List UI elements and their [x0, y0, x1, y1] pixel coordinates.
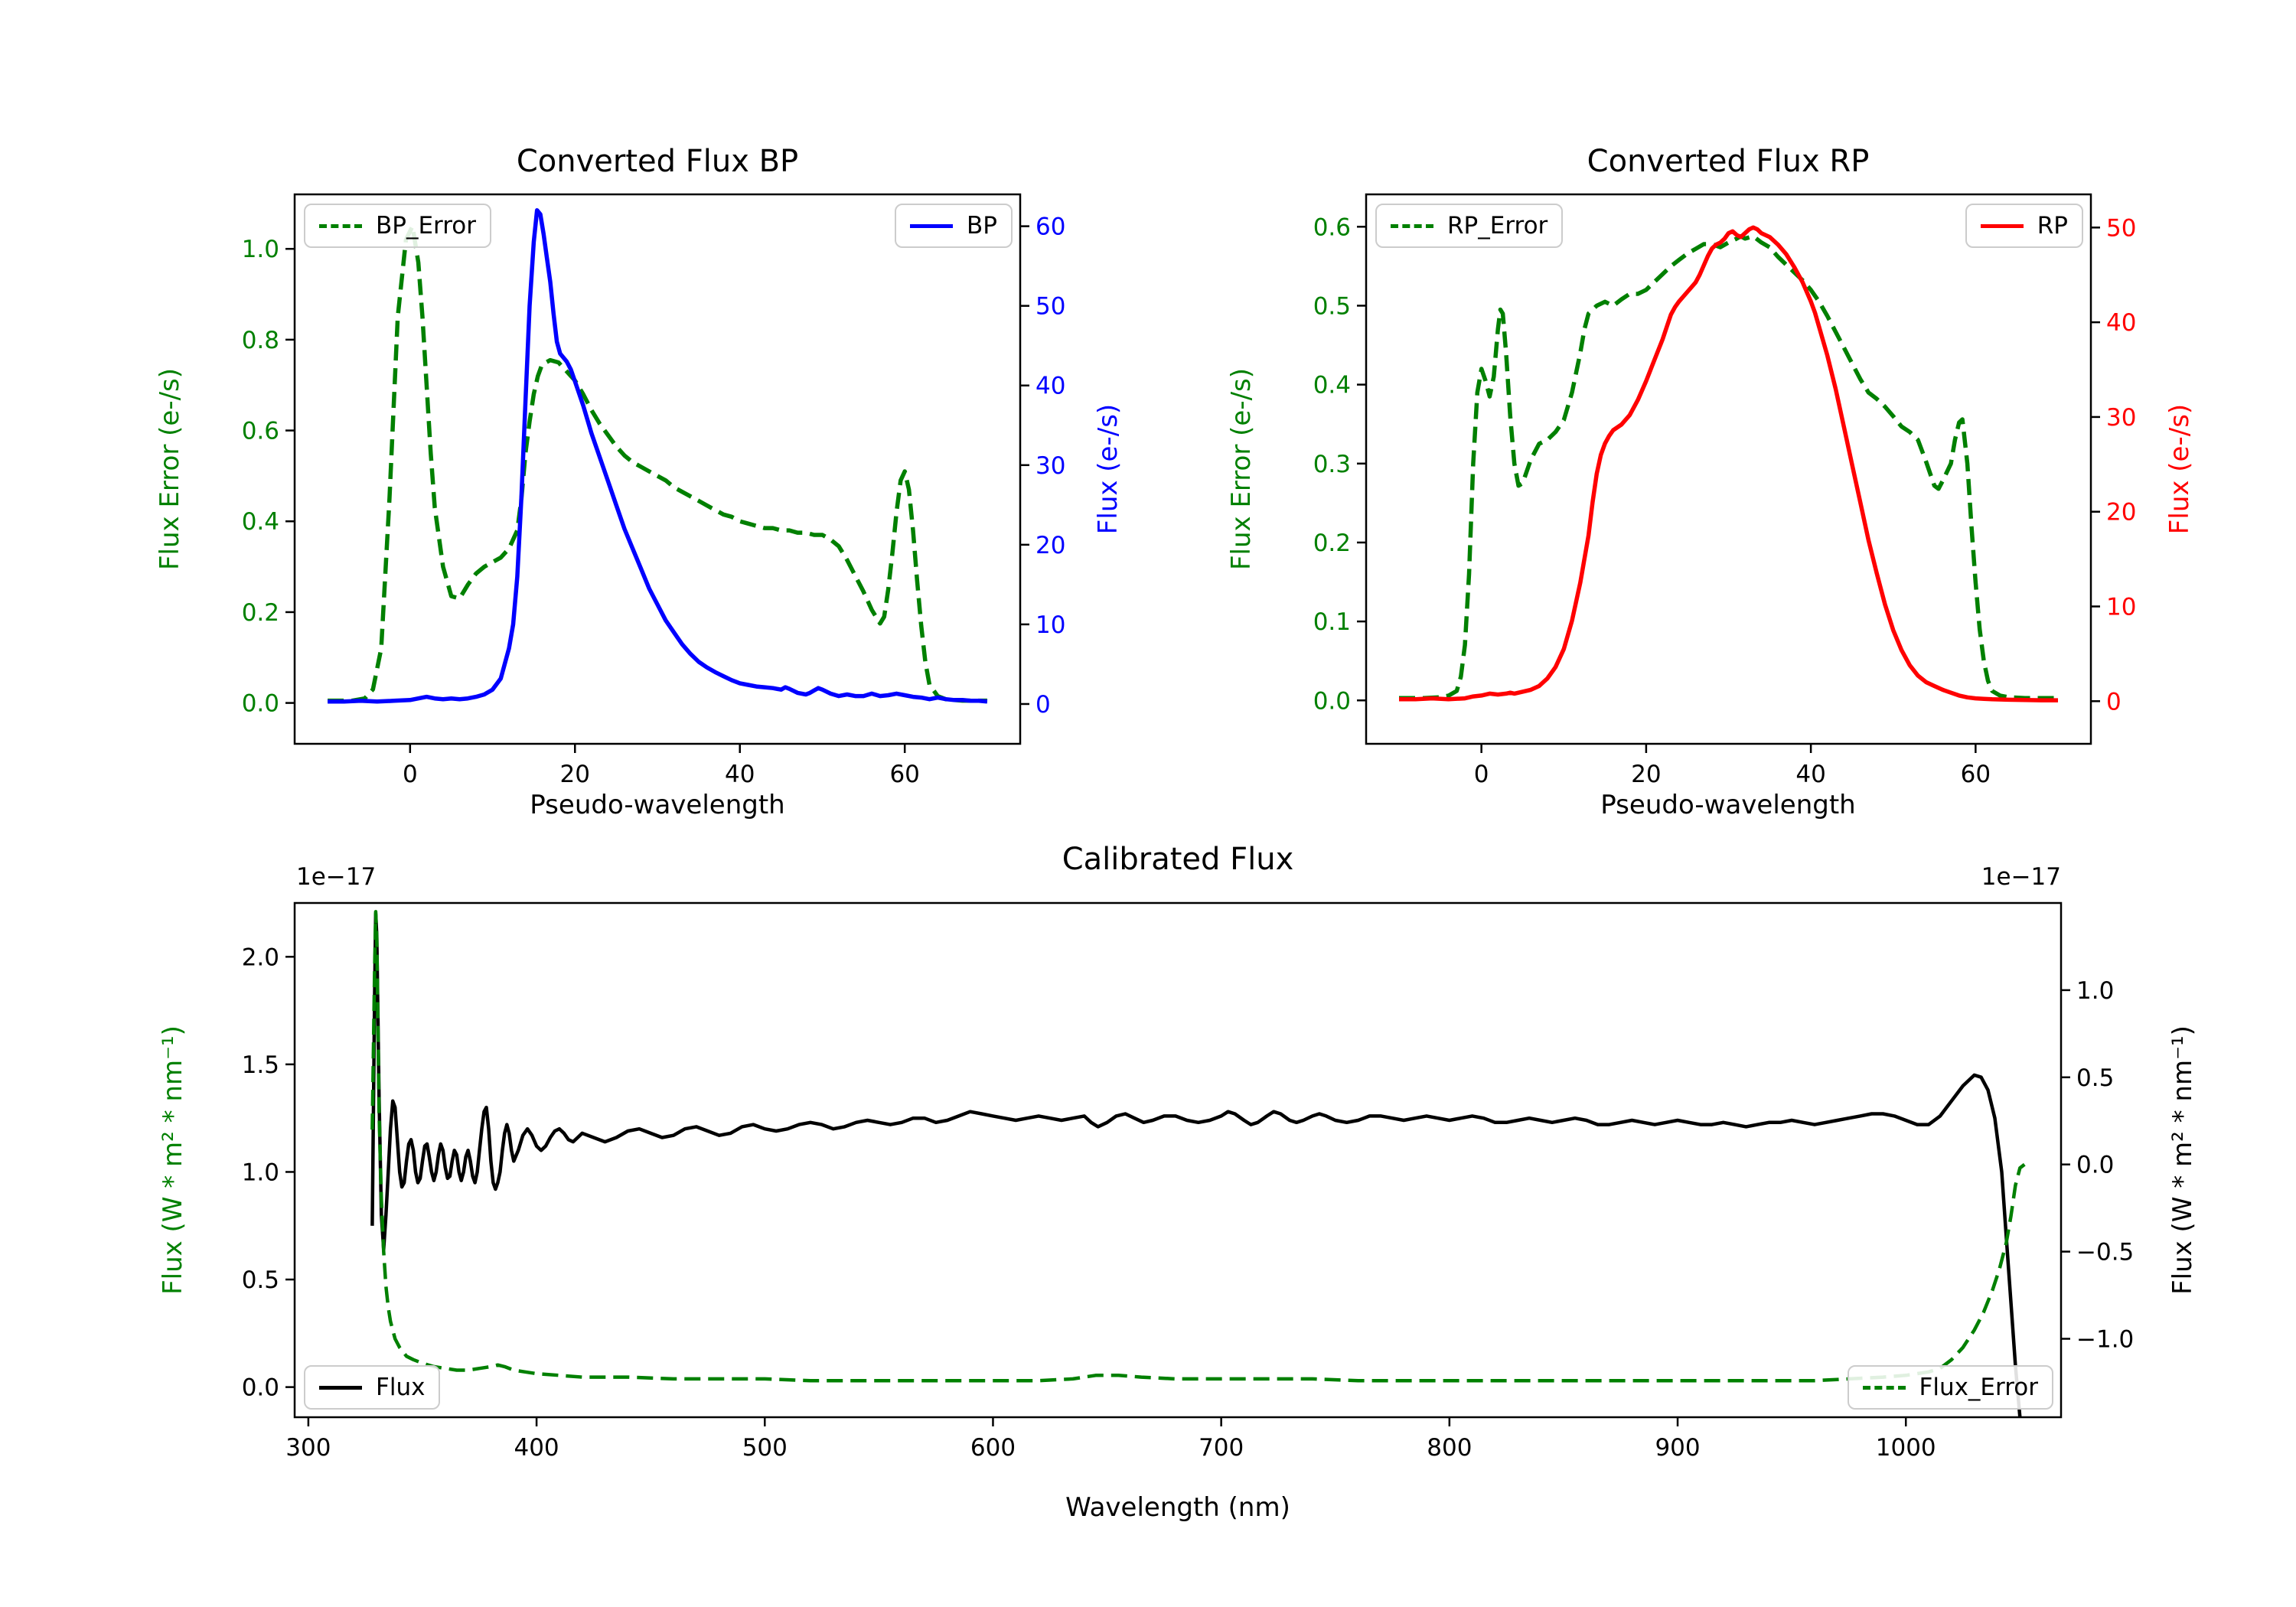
bp-error-legend: BP_Error	[304, 204, 492, 248]
left-y-tick-label: 0.3	[1313, 451, 1351, 478]
left-y-tick-label: 0.0	[242, 1374, 279, 1402]
wavelength-xaxis-label: Wavelength (nm)	[1065, 1492, 1290, 1523]
rp-error-legend: RP_Error	[1375, 204, 1564, 248]
bp-legend-line	[910, 223, 954, 228]
rp-legend-label: RP	[2037, 212, 2068, 240]
calibrated-flux-title: Calibrated Flux	[1062, 842, 1294, 877]
right-y-tick-label: 10	[2106, 594, 2136, 621]
axes-frame	[293, 193, 1022, 745]
left-y-tick-label: 0.5	[1313, 292, 1351, 320]
left-axis-offset-text: 1e−17	[296, 863, 377, 891]
left-y-tick-label: 0.0	[1313, 687, 1351, 715]
left-y-tick-label: 0.5	[242, 1266, 279, 1294]
x-tick-label: 300	[285, 1434, 331, 1462]
x-tick-label: 40	[1795, 761, 1825, 788]
rp-error-legend-label: RP_Error	[1447, 212, 1548, 240]
left-y-tick-label: 0.4	[242, 508, 279, 536]
left-y-tick-label: 0.8	[242, 327, 279, 354]
axes-frame	[293, 901, 2063, 1419]
right-y-tick-label: 1.0	[2076, 977, 2114, 1005]
right-axis-offset-text: 1e−17	[1981, 863, 2061, 891]
bp-left-yaxis-label: Flux Error (e-/s)	[155, 367, 185, 571]
x-tick-label: 0	[403, 761, 418, 788]
left-y-tick-label: 1.0	[242, 1159, 279, 1186]
rp-chart-title: Converted Flux RP	[1587, 144, 1870, 179]
flux-error-legend: Flux_Error	[1847, 1365, 2053, 1410]
x-tick-label: 20	[1631, 761, 1661, 788]
bp-error-legend-line	[319, 223, 362, 228]
flux-error-curve	[370, 910, 2026, 1383]
flux-left-yaxis-label: Flux (W * m² * nm⁻¹)	[158, 1025, 188, 1295]
x-tick-label: 40	[725, 761, 755, 788]
left-y-tick-label: 0.6	[242, 418, 279, 445]
x-tick-label: 20	[560, 761, 590, 788]
rp-legend: RP	[1965, 204, 2083, 248]
rp-xaxis-label: Pseudo-wavelength	[1600, 790, 1856, 820]
bp-error-legend-label: BP_Error	[376, 212, 477, 240]
x-tick-label: 900	[1655, 1434, 1700, 1462]
left-y-tick-label: 1.5	[242, 1051, 279, 1079]
right-y-tick-label: 0.5	[2076, 1064, 2114, 1092]
left-y-tick-label: 0.6	[1313, 214, 1351, 241]
x-tick-label: 600	[970, 1434, 1016, 1462]
x-tick-label: 500	[742, 1434, 788, 1462]
left-y-tick-label: 0.2	[242, 599, 279, 627]
rp-error-legend-line	[1391, 223, 1433, 228]
right-y-tick-label: 20	[1035, 532, 1065, 559]
left-y-tick-label: 1.0	[242, 236, 279, 263]
bp-chart-title: Converted Flux BP	[516, 144, 799, 179]
flux-error-legend-line	[1862, 1385, 1906, 1390]
flux-right-yaxis-label: Flux (W * m² * nm⁻¹)	[2167, 1025, 2198, 1295]
x-tick-label: 400	[514, 1434, 559, 1462]
x-tick-label: 60	[889, 761, 919, 788]
flux-legend-label: Flux	[376, 1374, 426, 1401]
x-tick-label: 0	[1474, 761, 1489, 788]
right-y-tick-label: 30	[1035, 452, 1065, 480]
bp-legend: BP	[895, 204, 1013, 248]
right-y-tick-label: 60	[1035, 214, 1065, 241]
rp-curve	[1399, 225, 2058, 702]
right-y-tick-label: −1.0	[2076, 1325, 2134, 1353]
bp-xaxis-label: Pseudo-wavelength	[530, 790, 785, 820]
right-y-tick-label: 0.0	[2076, 1152, 2114, 1179]
x-tick-label: 60	[1961, 761, 1991, 788]
right-y-tick-label: 10	[1035, 611, 1065, 639]
right-y-tick-label: 30	[2106, 404, 2136, 432]
bp-curve	[328, 208, 988, 704]
bp-error-curve	[328, 223, 987, 703]
left-y-tick-label: 0.4	[1313, 372, 1351, 399]
right-y-tick-label: 0	[2106, 688, 2122, 715]
x-tick-label: 1000	[1876, 1434, 1936, 1462]
right-y-tick-label: 50	[2106, 214, 2136, 242]
x-tick-label: 700	[1199, 1434, 1244, 1462]
rp-right-yaxis-label: Flux (e-/s)	[2164, 403, 2195, 535]
flux-legend: Flux	[304, 1365, 441, 1410]
left-y-tick-label: 0.1	[1313, 608, 1351, 636]
right-y-tick-label: 50	[1035, 293, 1065, 321]
rp-left-yaxis-label: Flux Error (e-/s)	[1226, 367, 1257, 571]
left-y-tick-label: 2.0	[242, 944, 279, 971]
rp-legend-line	[1980, 223, 2024, 228]
flux-curve	[370, 911, 2022, 1417]
flux-error-legend-label: Flux_Error	[1919, 1374, 2039, 1401]
bp-right-yaxis-label: Flux (e-/s)	[1093, 403, 1124, 535]
bp-legend-label: BP	[967, 212, 997, 240]
right-y-tick-label: 40	[2106, 309, 2136, 337]
right-y-tick-label: 0	[1035, 691, 1051, 719]
flux-legend-line	[319, 1385, 362, 1390]
rp-error-curve	[1399, 233, 2058, 700]
x-tick-label: 800	[1427, 1434, 1472, 1462]
right-y-tick-label: 40	[1035, 373, 1065, 400]
right-y-tick-label: −0.5	[2076, 1239, 2134, 1266]
left-y-tick-label: 0.0	[242, 690, 279, 718]
axes-frame	[1365, 193, 2092, 745]
left-y-tick-label: 0.2	[1313, 530, 1351, 557]
right-y-tick-label: 20	[2106, 499, 2136, 526]
